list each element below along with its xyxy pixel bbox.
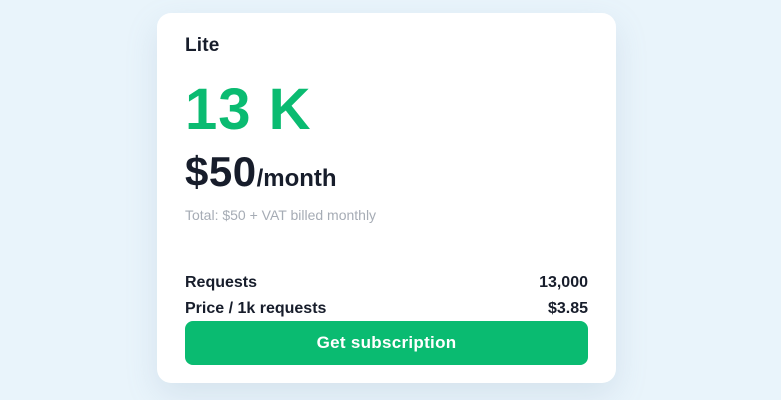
spec-row-price-per-1k: Price / 1k requests $3.85 (185, 299, 588, 319)
spec-row-requests: Requests 13,000 (185, 273, 588, 293)
quota-amount: 13 K (185, 77, 312, 142)
plan-name: Lite (185, 35, 220, 56)
price-line: $50 /month (185, 148, 588, 196)
total-note: Total: $50 + VAT billed monthly (185, 207, 377, 223)
spec-value: $3.85 (547, 300, 588, 317)
price-period: /month (256, 165, 337, 192)
get-subscription-button[interactable]: Get subscription (185, 321, 588, 365)
pricing-card-lite: Lite 13 K $50 /month Total: $50 + VAT bi… (157, 13, 616, 383)
spec-table: Requests 13,000 Price / 1k requests $3.8… (185, 273, 588, 319)
spec-value: 13,000 (539, 274, 588, 291)
price-amount: $50 (185, 148, 257, 195)
spec-label: Price / 1k requests (185, 300, 327, 317)
spec-label: Requests (185, 274, 258, 291)
